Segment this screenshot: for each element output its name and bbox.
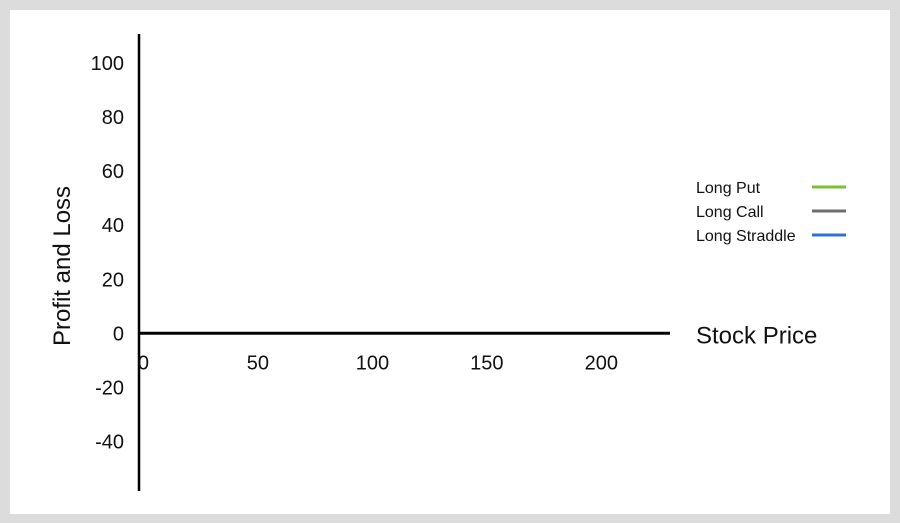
legend-label: Long Straddle — [696, 228, 796, 245]
y-tick-label: -40 — [95, 431, 124, 453]
x-axis-title: Stock Price — [696, 322, 817, 349]
y-tick-label: 0 — [113, 323, 124, 345]
y-tick-label: 100 — [91, 53, 124, 75]
y-tick-label: 20 — [102, 269, 124, 291]
x-tick-label: 0 — [138, 352, 149, 374]
y-tick-labels: 100 80 60 40 20 0 -20 -40 — [91, 53, 124, 453]
x-tick-label: 100 — [356, 352, 389, 374]
y-tick-label: 40 — [102, 215, 124, 237]
y-tick-label: 80 — [102, 107, 124, 129]
x-tick-label: 150 — [470, 352, 503, 374]
x-tick-labels: 0 50 100 150 200 — [138, 352, 618, 374]
x-tick-label: 200 — [585, 352, 618, 374]
x-tick-label: 50 — [247, 352, 269, 374]
y-tick-label: -20 — [95, 377, 124, 399]
axes — [137, 34, 670, 491]
legend-label: Long Call — [696, 204, 764, 221]
chart-frame: 0 50 100 150 200 100 80 60 40 20 0 -20 -40 Stock Pr… — [10, 10, 890, 514]
legend: Long Put Long Call Long Straddle — [696, 180, 846, 245]
y-tick-label: 60 — [102, 161, 124, 183]
legend-label: Long Put — [696, 180, 761, 197]
y-axis-title: Profit and Loss — [49, 186, 76, 346]
